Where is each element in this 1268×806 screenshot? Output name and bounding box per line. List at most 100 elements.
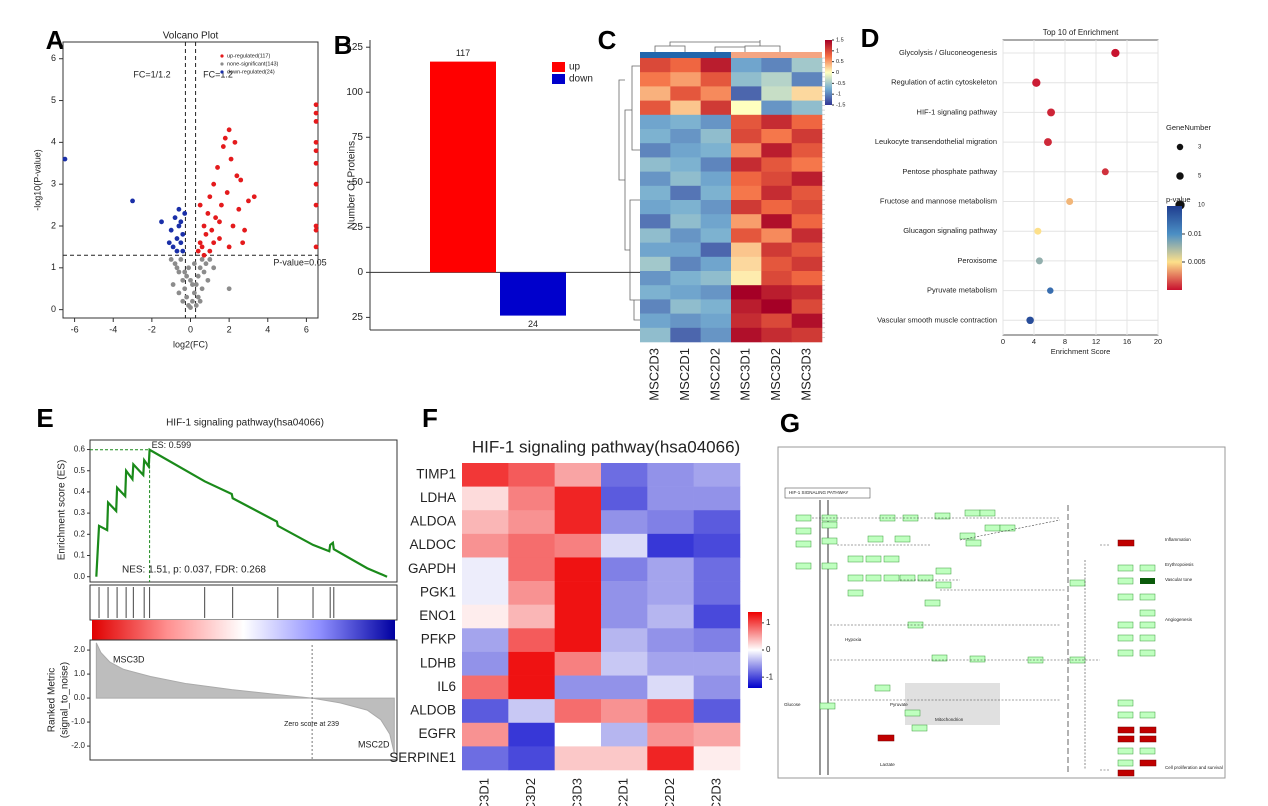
bubble — [1035, 257, 1043, 265]
point — [220, 144, 226, 149]
colorbar — [1167, 206, 1182, 290]
gene-node — [874, 684, 891, 692]
heatmap-cell — [601, 581, 648, 605]
heatmap-cell — [700, 285, 732, 300]
heatmap-cell — [700, 157, 732, 172]
heatmap-cell — [791, 171, 823, 187]
gene-node — [1117, 621, 1134, 629]
y-tick-label: 1.0 — [74, 669, 86, 678]
heatmap-cell — [693, 486, 741, 511]
heatmap-cell — [640, 72, 671, 87]
heatmap-cell — [601, 604, 648, 629]
heatmap-cell — [700, 327, 732, 343]
heatmap-cell — [647, 463, 694, 487]
heatmap-cell — [508, 675, 555, 700]
heatmap-cell — [731, 285, 762, 300]
gene-node — [1139, 711, 1156, 719]
heatmap-cell — [670, 285, 701, 300]
heatmap-cell — [761, 256, 792, 272]
gene-node — [795, 527, 812, 535]
y-axis-label: Ranked Metric — [47, 668, 58, 732]
heatmap-cell — [640, 256, 671, 272]
negative-label: MSC2D — [358, 739, 390, 749]
heatmap-cell — [647, 651, 694, 676]
point — [205, 211, 211, 216]
heatmap-cell — [791, 100, 823, 116]
colorbar-tick-label: -1 — [766, 672, 774, 681]
bar — [500, 272, 566, 316]
heatmap-cell — [640, 271, 671, 286]
point — [168, 257, 174, 262]
heatmap-cell — [791, 313, 823, 329]
point — [313, 119, 319, 124]
point — [193, 282, 199, 287]
diagram-label: Hypoxia — [845, 637, 862, 642]
heatmap-cell — [731, 256, 762, 272]
diagram-label: Glucose — [784, 702, 801, 707]
gene-node — [1139, 564, 1156, 572]
point — [180, 277, 186, 283]
gene-node — [821, 521, 838, 529]
heatmap-cell — [554, 746, 602, 771]
row-label: IL6 — [437, 679, 456, 694]
y-tick-label: HIF-1 signaling pathway — [917, 107, 998, 116]
heatmap-cell — [670, 242, 701, 258]
heatmap-cell — [761, 228, 792, 243]
point — [313, 139, 319, 145]
x-tick-label: -4 — [109, 324, 117, 334]
heatmap-cell — [508, 463, 555, 487]
heatmap-cell — [462, 628, 509, 653]
heatmap-cell — [700, 271, 732, 286]
point — [197, 202, 203, 208]
point — [197, 298, 203, 304]
row-label: ALDOA — [410, 514, 456, 529]
title-box — [784, 487, 871, 499]
heatmap-cell — [462, 746, 509, 771]
heatmap-cell — [693, 699, 741, 724]
heatmap-cell — [761, 271, 792, 286]
point — [217, 219, 222, 225]
gene-node — [867, 535, 884, 543]
point — [240, 240, 246, 246]
point — [191, 261, 197, 267]
bubble — [1026, 316, 1034, 325]
x-tick-label: 6 — [304, 324, 309, 334]
heatmap-cell — [700, 129, 732, 144]
colorbar-tick-label: 1.5 — [836, 37, 844, 43]
heatmap-cell — [731, 228, 762, 243]
point — [313, 181, 319, 187]
point — [313, 148, 319, 154]
heatmap-cell — [554, 581, 602, 605]
heatmap-cell — [731, 200, 762, 215]
heatmap-cell — [670, 100, 701, 116]
highlighted-node — [877, 734, 895, 742]
x-axis-label: Enrichment Score — [1051, 347, 1111, 356]
heatmap-cell — [700, 299, 732, 314]
gene-node — [821, 537, 838, 545]
heatmap-cell — [601, 628, 648, 653]
point — [224, 190, 230, 195]
point — [188, 277, 193, 283]
point — [215, 165, 220, 170]
y-tick-label: 4 — [51, 137, 56, 147]
point — [182, 211, 188, 216]
heatmap-cell — [640, 200, 671, 215]
heatmap-cell — [640, 129, 671, 144]
heatmap-cell — [554, 510, 602, 535]
gene-node — [865, 574, 882, 582]
heatmap-cell — [640, 100, 671, 116]
gene-node — [1117, 593, 1134, 601]
heatmap-cell — [640, 143, 671, 158]
column-label: MSC3D3 — [569, 778, 584, 806]
point — [178, 240, 184, 246]
column-dendrogram — [654, 40, 781, 52]
x-tick-label: 16 — [1123, 337, 1131, 346]
es-peak-guide — [90, 449, 151, 582]
positive-label: MSC3D — [113, 654, 145, 664]
point — [238, 177, 244, 183]
heatmap-cell — [640, 185, 671, 201]
heatmap-cell — [700, 171, 732, 187]
y-tick-label: 125 — [346, 42, 363, 53]
heatmap-cell — [670, 214, 701, 229]
heatmap-cell — [731, 72, 762, 87]
